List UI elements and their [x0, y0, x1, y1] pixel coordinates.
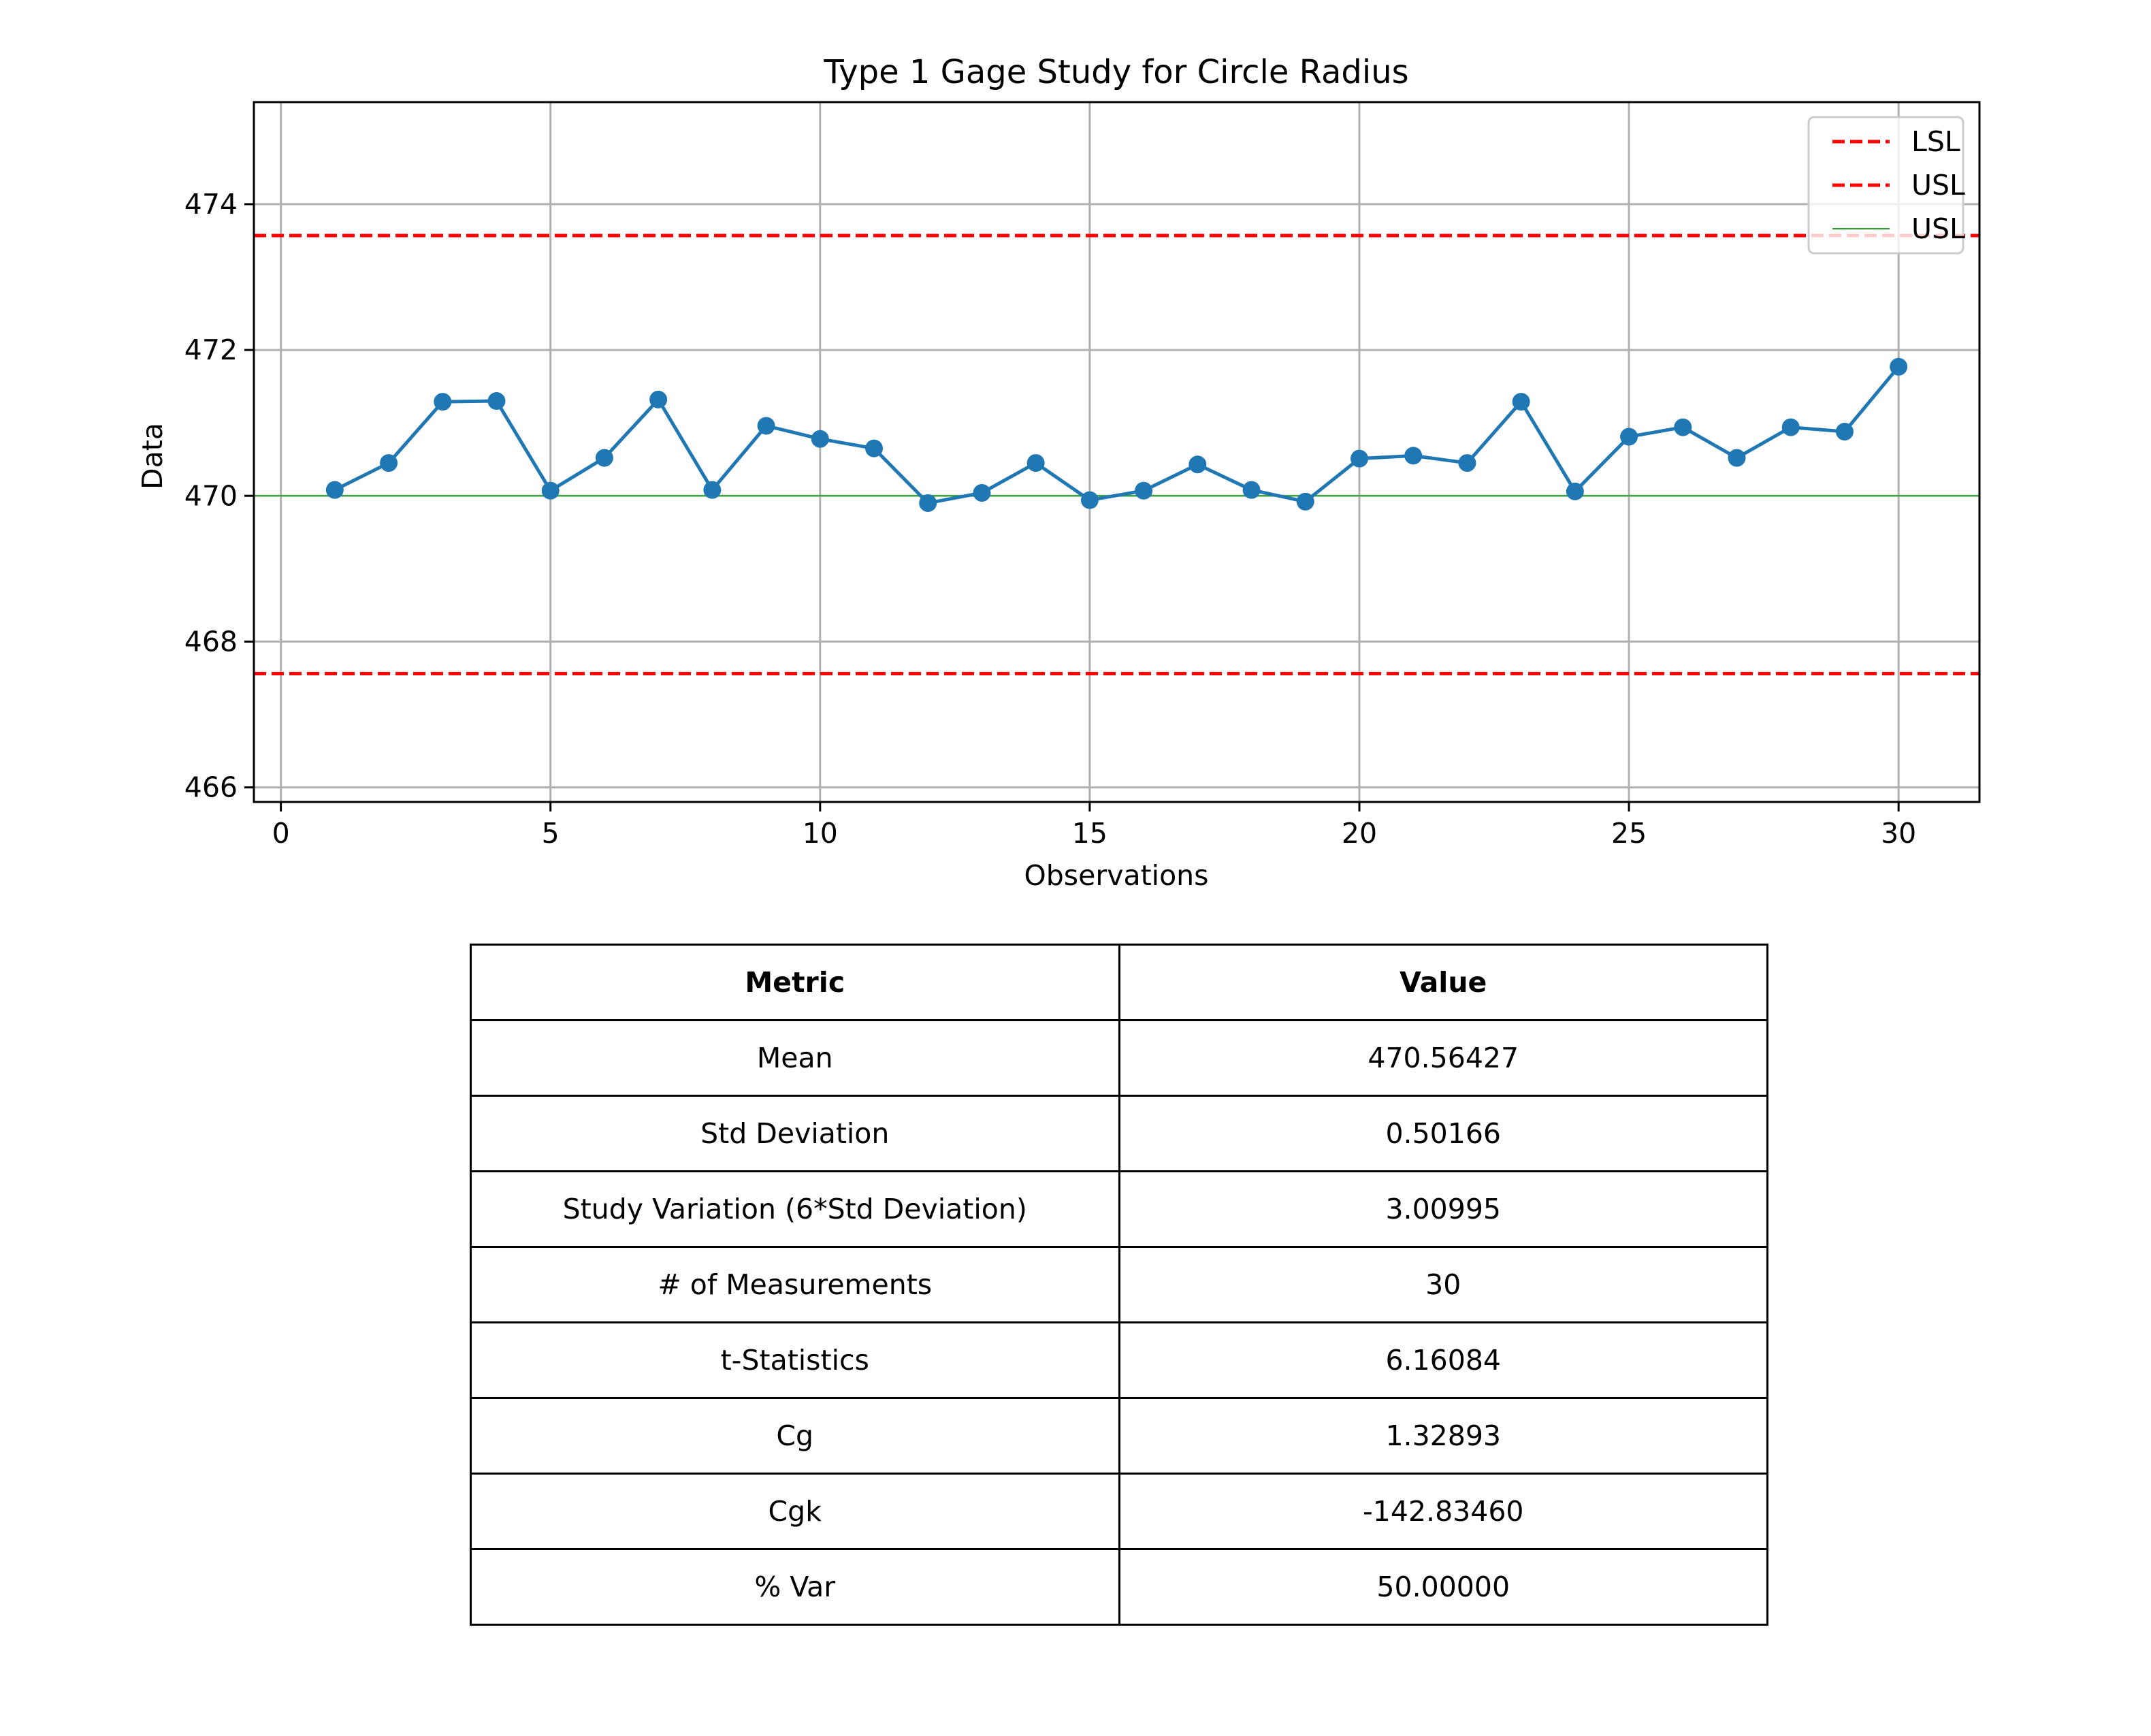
data-point	[1512, 393, 1530, 411]
metric-value: -142.83460	[1118, 1473, 1768, 1550]
table-row: Mean 470.56427	[470, 1019, 1768, 1097]
y-tick-label: 470	[184, 479, 238, 512]
y-tick-label: 466	[184, 771, 238, 804]
metric-name: Mean	[470, 1019, 1120, 1097]
metric-name: Study Variation (6*Std Deviation)	[470, 1170, 1120, 1248]
data-point	[973, 483, 991, 502]
metric-value: 470.56427	[1118, 1019, 1768, 1097]
metric-value: 3.00995	[1118, 1170, 1768, 1248]
data-point	[1080, 491, 1099, 509]
legend: LSL USL USL	[1807, 116, 1965, 255]
data-point	[1674, 418, 1692, 436]
table-row: # of Measurements 30	[470, 1246, 1768, 1323]
metric-value: 50.00000	[1118, 1548, 1768, 1626]
x-tick-label: 10	[803, 817, 838, 850]
legend-label: USL	[1911, 169, 1965, 202]
x-tick-label: 30	[1881, 817, 1916, 850]
x-tick-label: 5	[542, 817, 560, 850]
table-row: Study Variation (6*Std Deviation) 3.0099…	[470, 1170, 1768, 1248]
metric-name: # of Measurements	[470, 1246, 1120, 1323]
metric-name: t-Statistics	[470, 1321, 1120, 1399]
data-point	[1350, 449, 1368, 468]
table-header-row: Metric Value	[470, 944, 1768, 1021]
data-point	[1458, 454, 1476, 472]
metric-name: Cgk	[470, 1473, 1120, 1550]
data-point	[434, 393, 452, 411]
data-point	[649, 390, 668, 408]
y-tick-label: 474	[184, 188, 238, 221]
legend-label: LSL	[1911, 125, 1960, 158]
data-series	[325, 357, 1908, 512]
plot-frame	[253, 101, 1981, 803]
data-point	[1296, 492, 1314, 511]
data-point	[919, 494, 937, 512]
data-point	[1728, 449, 1746, 467]
x-tick-label: 0	[272, 817, 290, 850]
x-axis-ticks: 0 5 10 15 20 25 30	[272, 802, 1916, 850]
data-point	[1890, 357, 1908, 376]
y-axis-ticks: 466 468 470 472 474	[184, 188, 254, 804]
table-row: t-Statistics 6.16084	[470, 1321, 1768, 1399]
data-point	[1026, 454, 1045, 472]
header-value: Value	[1118, 944, 1768, 1021]
metric-value: 1.32893	[1118, 1397, 1768, 1475]
x-axis-label: Observations	[1024, 859, 1208, 892]
grid-lines	[254, 102, 1979, 802]
legend-label: USL	[1911, 212, 1965, 245]
gage-study-chart: Type 1 Gage Study for Circle Radius 0 5 10…	[136, 53, 1981, 892]
data-point	[1242, 481, 1261, 499]
x-tick-label: 15	[1072, 817, 1107, 850]
metric-value: 6.16084	[1118, 1321, 1768, 1399]
x-tick-label: 25	[1611, 817, 1647, 850]
reference-lines	[254, 234, 1979, 676]
chart-title: Type 1 Gage Study for Circle Radius	[823, 53, 1408, 91]
metric-name: % Var	[470, 1548, 1120, 1626]
table-row: % Var 50.00000	[470, 1548, 1768, 1626]
metric-value: 30	[1118, 1246, 1768, 1323]
table-row: Cg 1.32893	[470, 1397, 1768, 1475]
series-line	[334, 366, 1901, 505]
data-point	[595, 449, 613, 467]
data-point	[1404, 447, 1423, 465]
metric-name: Std Deviation	[470, 1095, 1120, 1172]
data-point	[811, 430, 829, 448]
data-point	[1135, 481, 1153, 500]
table-row: Std Deviation 0.50166	[470, 1095, 1768, 1172]
data-point	[487, 392, 506, 411]
metric-name: Cg	[470, 1397, 1120, 1475]
data-point	[380, 454, 398, 472]
y-tick-label: 468	[184, 625, 238, 658]
metric-value: 0.50166	[1118, 1095, 1768, 1172]
data-point	[325, 481, 344, 499]
data-point	[1781, 418, 1800, 436]
header-metric: Metric	[470, 944, 1120, 1021]
data-point	[541, 481, 560, 500]
data-point	[757, 417, 775, 435]
data-point	[865, 439, 884, 457]
y-tick-label: 472	[184, 334, 238, 366]
data-point	[1188, 455, 1207, 474]
data-point	[1835, 423, 1854, 441]
table-row: Cgk -142.83460	[470, 1473, 1768, 1550]
data-point	[1566, 482, 1584, 500]
metrics-table: Metric Value Mean 470.56427 Std Deviatio…	[470, 944, 1768, 1626]
y-axis-label: Data	[136, 423, 169, 489]
x-tick-label: 20	[1342, 817, 1377, 850]
data-point	[703, 481, 722, 499]
data-point	[1620, 428, 1638, 446]
